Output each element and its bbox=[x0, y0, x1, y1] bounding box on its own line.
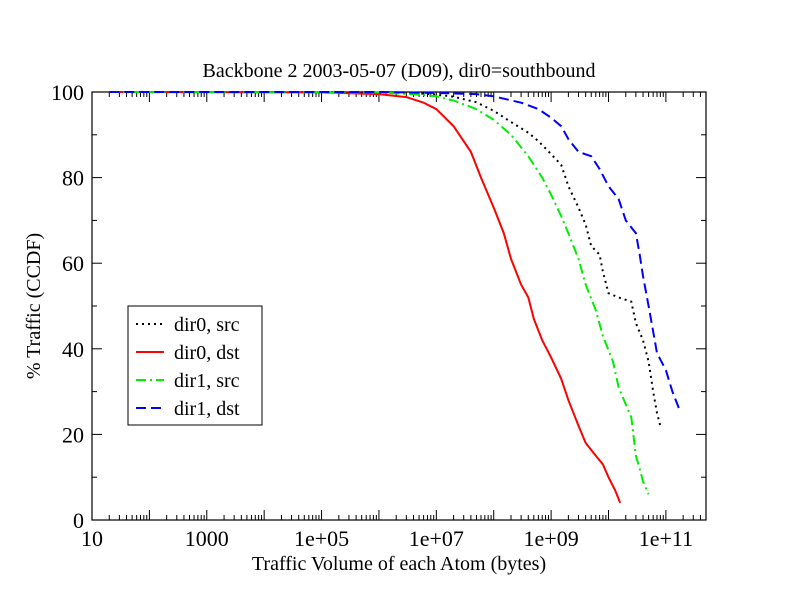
x-tick-labels: 10 1000 1e+05 1e+07 1e+09 1e+11 bbox=[81, 526, 693, 551]
legend-label: dir0, dst bbox=[174, 342, 240, 364]
y-tick-label: 40 bbox=[62, 337, 84, 362]
series-line bbox=[109, 91, 622, 504]
legend-label: dir1, src bbox=[174, 370, 240, 392]
x-tick-label: 10 bbox=[81, 526, 103, 551]
x-tick-label: 1000 bbox=[185, 526, 229, 551]
series-line bbox=[109, 91, 681, 410]
y-axis-label: % Traffic (CCDF) bbox=[23, 233, 45, 379]
legend-label: dir0, src bbox=[174, 314, 240, 336]
series-lines bbox=[109, 91, 681, 504]
y-tick-label: 60 bbox=[62, 251, 84, 276]
x-tick-label: 1e+11 bbox=[639, 526, 693, 551]
y-tick-label: 80 bbox=[62, 166, 84, 191]
y-tick-label: 0 bbox=[73, 508, 84, 533]
legend-box bbox=[127, 305, 263, 426]
legend: dir0, src dir0, dst dir1, src dir1, dst bbox=[127, 305, 263, 426]
series-line bbox=[109, 91, 650, 495]
y-tick-labels: 0 20 40 60 80 100 bbox=[51, 80, 84, 533]
x-tick-label: 1e+07 bbox=[409, 526, 464, 551]
x-tick-label: 1e+09 bbox=[524, 526, 579, 551]
x-tick-label: 1e+05 bbox=[294, 526, 349, 551]
y-tick-label: 100 bbox=[51, 80, 84, 105]
y-tick-label: 20 bbox=[62, 422, 84, 447]
legend-label: dir1, dst bbox=[174, 398, 240, 420]
chart-title: Backbone 2 2003-05-07 (D09), dir0=southb… bbox=[203, 60, 596, 82]
x-axis-label: Traffic Volume of each Atom (bytes) bbox=[252, 553, 546, 575]
